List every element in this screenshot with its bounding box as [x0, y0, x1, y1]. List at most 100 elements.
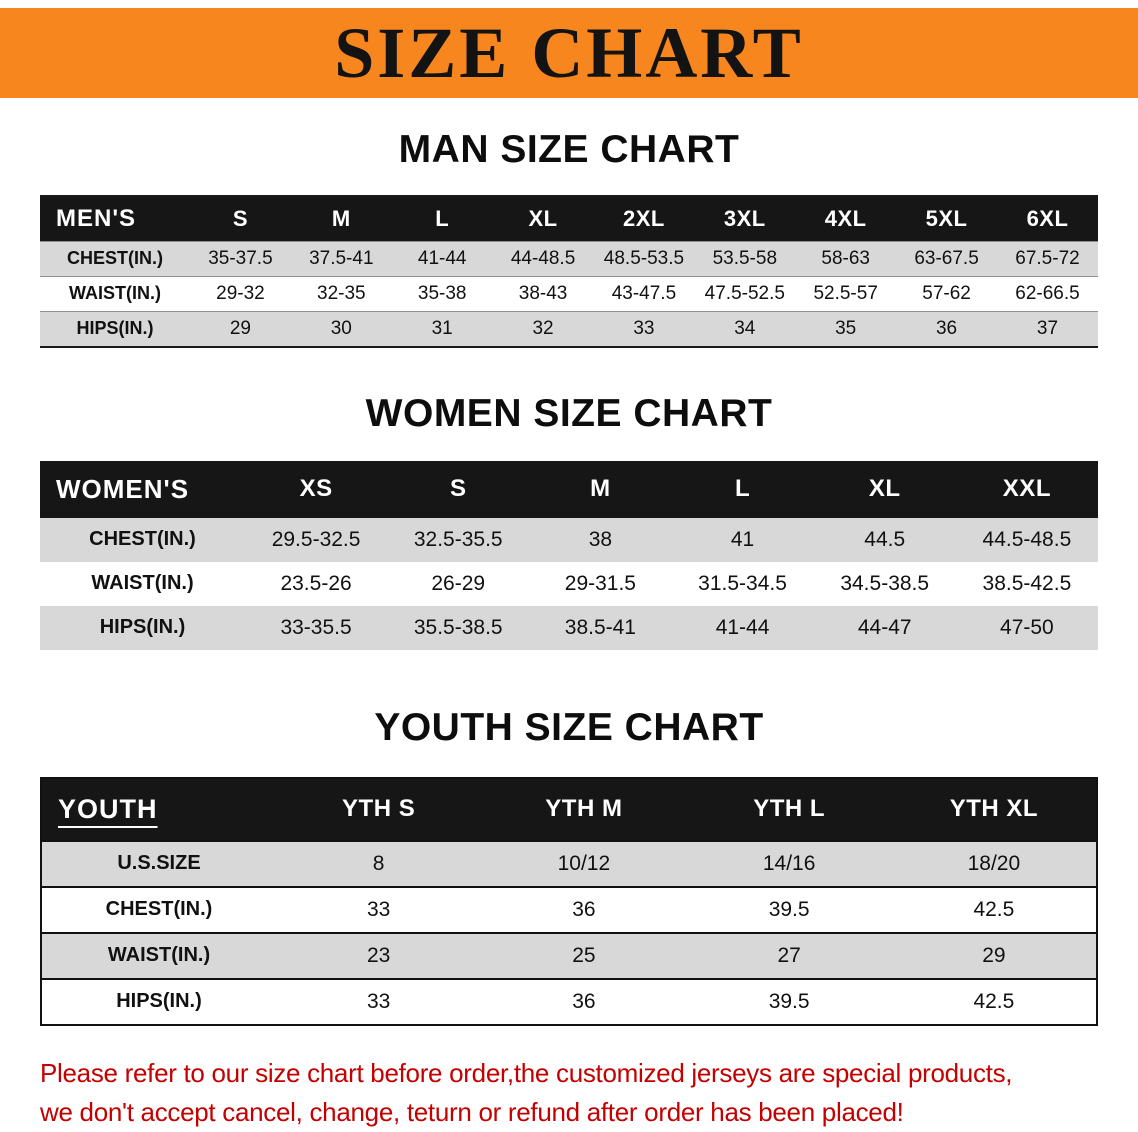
- size-column-header: XL: [492, 195, 594, 242]
- size-value-cell: 33: [633, 317, 655, 339]
- table-title-cell: YOUTH: [41, 777, 276, 841]
- size-column-header: M: [529, 460, 672, 518]
- size-value-cell: 31: [431, 317, 453, 339]
- row-label-cell: HIPS(IN.): [116, 990, 202, 1013]
- size-value-cell: 32-35: [317, 282, 366, 304]
- size-value-cell: 29: [982, 943, 1006, 967]
- women-size-section: WOMEN SIZE CHART WOMEN'S XS S M L XL XXL CHEST(…: [0, 392, 1138, 650]
- men-section-heading: MAN SIZE CHART: [398, 128, 740, 171]
- size-value-cell: 35-37.5: [208, 247, 273, 269]
- row-label-cell: HIPS(IN.): [99, 616, 186, 639]
- size-value-cell: 18/20: [967, 851, 1021, 875]
- table-row: HIPS(IN.) 33 36 39.5 42.5: [41, 978, 1097, 1025]
- size-value-cell: 29.5-32.5: [271, 527, 361, 551]
- size-column-header: L: [391, 195, 493, 242]
- table-row: WAIST(IN.) 23.5-26 26-29 29-31.5 31.5-34.5 34…: [40, 561, 1098, 606]
- size-value-cell: 37.5-41: [309, 247, 374, 269]
- table-row: U.S.SIZE 8 10/12 14/16 18/20: [41, 840, 1097, 887]
- size-value-cell: 35: [835, 317, 857, 339]
- size-value-cell: 38: [588, 527, 613, 551]
- youth-section-heading: YOUTH SIZE CHART: [374, 705, 764, 749]
- size-value-cell: 48.5-53.5: [603, 247, 685, 269]
- size-value-cell: 33-35.5: [280, 615, 352, 639]
- table-row: HIPS(IN.) 29 30 31 32 33 34 35 36 37: [40, 311, 1098, 347]
- size-column-header: YTH M: [481, 777, 687, 841]
- size-column-header: 5XL: [896, 195, 997, 242]
- row-label-cell: WAIST(IN.): [107, 944, 211, 967]
- size-value-cell: 36: [572, 897, 596, 921]
- size-column-header: YTH XL: [891, 777, 1097, 841]
- size-column-header: XS: [245, 460, 388, 518]
- size-value-cell: 57-62: [922, 282, 971, 304]
- size-value-cell: 32: [532, 317, 554, 339]
- size-value-cell: 31.5-34.5: [698, 571, 787, 595]
- size-value-cell: 26-29: [431, 571, 486, 595]
- size-value-cell: 63-67.5: [914, 247, 979, 269]
- size-column-header: YTH L: [686, 777, 892, 841]
- size-value-cell: 37: [1036, 317, 1059, 339]
- table-title-cell: WOMEN'S: [40, 460, 245, 518]
- row-label-cell: WAIST(IN.): [91, 572, 194, 595]
- table-title-cell: MEN'S: [40, 195, 190, 242]
- size-value-cell: 35-38: [417, 282, 467, 304]
- size-column-header: XXL: [955, 460, 1098, 518]
- table-row: CHEST(IN.) 35-37.5 37.5-41 41-44 44-48.5 48.5…: [40, 241, 1098, 277]
- page-title: SIZE CHART: [334, 13, 804, 93]
- size-value-cell: 44-48.5: [510, 247, 576, 269]
- women-size-table: WOMEN'S XS S M L XL XXL CHEST(IN.) 29.5-32.5 32.5…: [40, 460, 1098, 650]
- size-value-cell: 62-66.5: [1015, 282, 1080, 304]
- size-value-cell: 39.5: [768, 897, 810, 921]
- size-value-cell: 34: [734, 317, 756, 339]
- disclaimer: Please refer to our size chart before or…: [0, 1054, 1138, 1132]
- table-row: HIPS(IN.) 33-35.5 35.5-38.5 38.5-41 41-44 44-…: [40, 605, 1098, 650]
- size-value-cell: 30: [330, 317, 352, 339]
- size-value-cell: 36: [935, 317, 958, 339]
- row-label-cell: HIPS(IN.): [76, 318, 154, 339]
- men-size-table: MEN'S S M L XL 2XL 3XL 4XL 5XL 6XL CHEST(IN.) 35-37…: [40, 194, 1098, 348]
- youth-size-section: YOUTH SIZE CHART YOUTH YTH S YTH M YTH L YTH…: [0, 706, 1138, 1026]
- size-value-cell: 23.5-26: [280, 571, 352, 595]
- size-value-cell: 53.5-58: [712, 247, 778, 269]
- women-section-heading: WOMEN SIZE CHART: [365, 391, 773, 435]
- size-column-header: 3XL: [694, 195, 796, 242]
- row-label-cell: CHEST(IN.): [105, 898, 213, 921]
- table-row: WAIST(IN.) 29-32 32-35 35-38 38-43 43-47.5 47.…: [40, 276, 1098, 312]
- size-value-cell: 42.5: [973, 897, 1015, 921]
- row-label-cell: CHEST(IN.): [89, 528, 196, 551]
- size-column-header: S: [190, 195, 291, 242]
- size-value-cell: 38.5-41: [564, 615, 636, 639]
- size-value-cell: 42.5: [973, 989, 1015, 1013]
- size-value-cell: 39.5: [768, 989, 810, 1013]
- size-chart-page: SIZE CHART MAN SIZE CHART MEN'S S M L XL 2XL 3…: [0, 8, 1138, 1132]
- size-column-header: XL: [813, 460, 956, 518]
- size-value-cell: 52.5-57: [813, 282, 878, 304]
- size-value-cell: 41-44: [417, 247, 467, 269]
- size-value-cell: 44.5: [864, 527, 906, 551]
- youth-size-table: YOUTH YTH S YTH M YTH L YTH XL U.S.SIZE 8 10/12…: [40, 776, 1098, 1026]
- size-value-cell: 29: [229, 317, 251, 339]
- size-value-cell: 35.5-38.5: [413, 615, 503, 639]
- size-value-cell: 25: [572, 943, 596, 967]
- size-value-cell: 23: [366, 943, 391, 967]
- disclaimer-line-2: we don't accept cancel, change, teturn o…: [40, 1096, 904, 1127]
- men-size-section: MAN SIZE CHART MEN'S S M L XL 2XL 3XL 4XL 5XL 6XL…: [0, 128, 1138, 348]
- table-row: CHEST(IN.) 29.5-32.5 32.5-35.5 38 41 44.5 44.5…: [40, 517, 1098, 562]
- title-banner: SIZE CHART: [0, 8, 1138, 98]
- size-column-header: M: [290, 195, 392, 242]
- size-value-cell: 33: [366, 989, 391, 1013]
- size-value-cell: 47.5-52.5: [704, 282, 785, 304]
- size-value-cell: 8: [372, 851, 385, 875]
- size-value-cell: 44.5-48.5: [982, 527, 1072, 551]
- size-value-cell: 38.5-42.5: [982, 571, 1072, 595]
- table-header-row: YOUTH YTH S YTH M YTH L YTH XL: [41, 777, 1097, 841]
- size-value-cell: 14/16: [762, 851, 816, 875]
- size-value-cell: 47-50: [1000, 615, 1054, 639]
- size-column-header: 6XL: [997, 195, 1098, 242]
- size-value-cell: 10/12: [557, 851, 611, 875]
- size-column-header: S: [387, 460, 530, 518]
- row-label-cell: WAIST(IN.): [69, 283, 161, 304]
- table-row: CHEST(IN.) 33 36 39.5 42.5: [41, 886, 1097, 933]
- size-column-header: 2XL: [593, 195, 695, 242]
- size-value-cell: 43-47.5: [611, 282, 677, 304]
- row-label-cell: U.S.SIZE: [117, 852, 201, 875]
